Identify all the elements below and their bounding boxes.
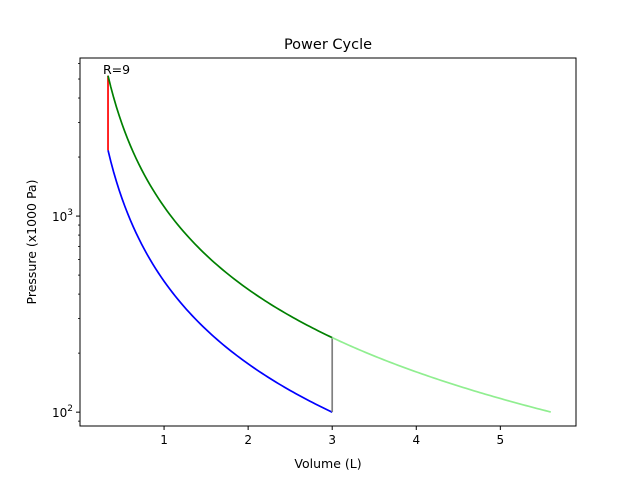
r-annotation: R=9 xyxy=(103,62,130,77)
series-layer xyxy=(107,75,551,413)
series-line-1 xyxy=(107,150,333,413)
x-axis-ticks: 1 2 3 4 5 xyxy=(160,426,504,447)
y-tick-label: 102 xyxy=(52,404,73,420)
y-axis-label: Pressure (x1000 Pa) xyxy=(24,180,39,305)
x-tick-label: 4 xyxy=(412,433,420,447)
x-tick-label: 2 xyxy=(244,433,252,447)
x-tick-label: 5 xyxy=(497,433,505,447)
y-axis-ticks: 102 103 xyxy=(52,63,80,422)
series-line-5 xyxy=(331,336,551,413)
y-tick-label: 103 xyxy=(52,208,73,224)
x-axis-label: Volume (L) xyxy=(294,456,361,471)
x-tick-label: 1 xyxy=(160,433,168,447)
chart-title: Power Cycle xyxy=(284,37,372,53)
x-tick-label: 3 xyxy=(328,433,336,447)
plot-frame xyxy=(79,57,577,427)
series-line-3 xyxy=(107,75,333,339)
